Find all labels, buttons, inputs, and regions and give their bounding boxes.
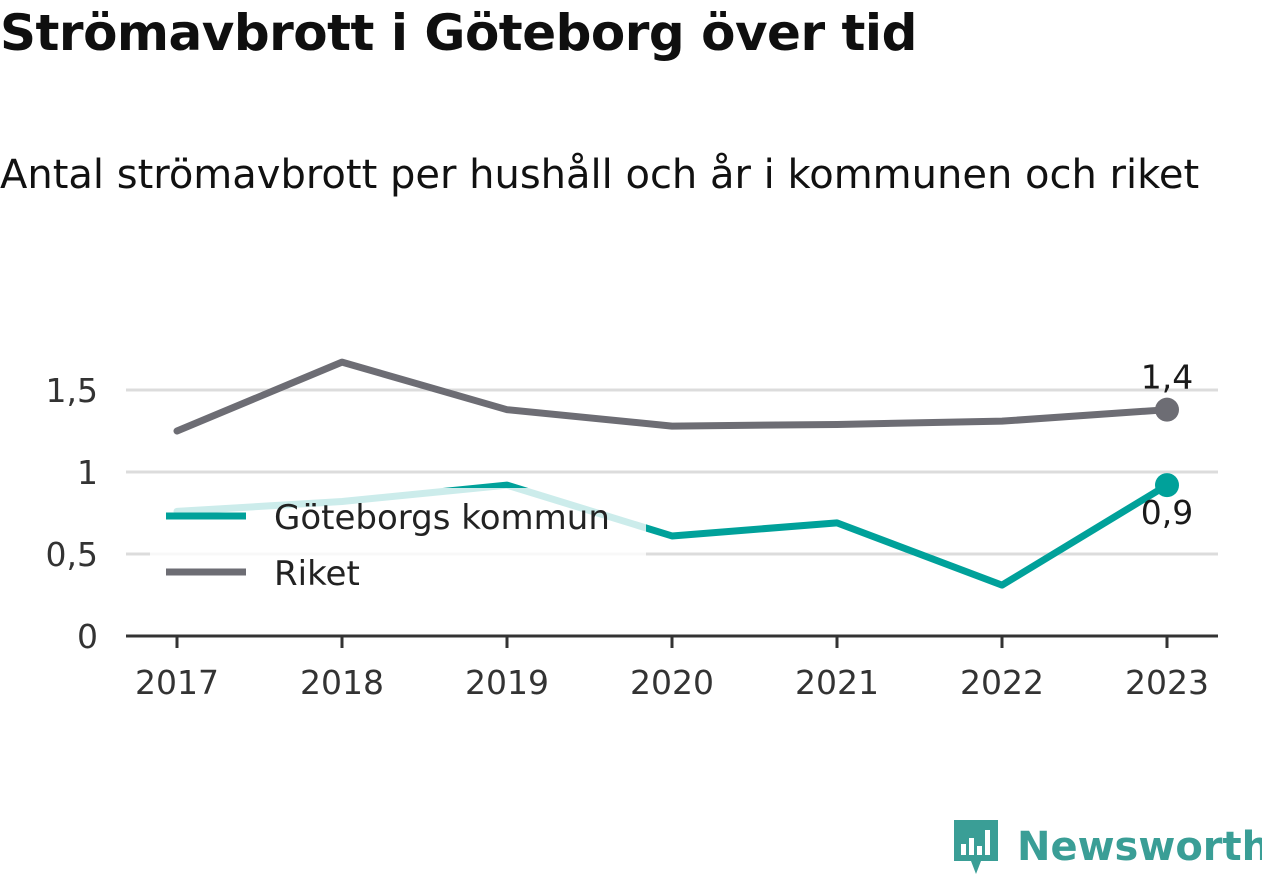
- y-tick-label: 1,5: [46, 371, 98, 410]
- end-point-marker: [1155, 397, 1179, 422]
- chart-title: Strömavbrott i Göteborg över tid: [0, 4, 917, 62]
- legend-label: Riket: [274, 554, 360, 594]
- x-tick-label: 2021: [795, 663, 879, 702]
- y-tick-label: 0,5: [46, 535, 98, 574]
- x-tick-label: 2019: [465, 663, 549, 702]
- series-line-riket: [173, 358, 1171, 435]
- brand-name: Newsworthy: [1017, 824, 1262, 870]
- newsworthy-brand: Newsworthy: [951, 818, 1262, 876]
- legend-label: Göteborgs kommun: [274, 498, 610, 538]
- end-point-marker: [1155, 473, 1179, 498]
- chart-subtitle: Antal strömavbrott per hushåll och år i …: [0, 152, 1200, 198]
- legend-background: [150, 488, 646, 598]
- y-tick-label: 1: [77, 453, 98, 492]
- x-tick-label: 2018: [300, 663, 384, 702]
- end-value-label: 1,4: [1141, 358, 1193, 397]
- x-tick-label: 2017: [135, 663, 219, 702]
- y-tick-label: 0: [77, 617, 98, 656]
- x-tick-label: 2020: [630, 663, 714, 702]
- bar-chart-badge-icon: [954, 820, 998, 874]
- x-tick-label: 2022: [960, 663, 1044, 702]
- end-value-label: 0,9: [1141, 493, 1193, 532]
- x-tick-label: 2023: [1125, 663, 1209, 702]
